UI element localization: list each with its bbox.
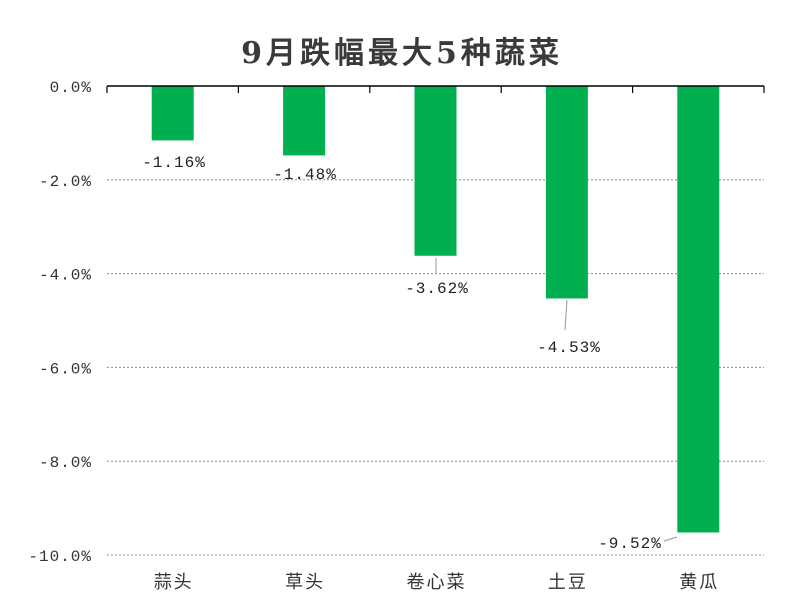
leader-line (663, 536, 678, 542)
bar-2 (283, 86, 326, 156)
category-axis (106, 85, 765, 93)
bar-4 (545, 86, 588, 299)
data-label: -4.53% (537, 339, 601, 357)
data-label: -3.62% (405, 280, 469, 298)
category-label: 卷心菜 (407, 572, 467, 593)
category-label: 蒜头 (154, 572, 194, 593)
data-labels: -1.16% -1.48% -3.62% -4.53% -9.52% (142, 154, 678, 553)
bar-1 (151, 86, 194, 141)
y-tick-label: 0.0% (50, 79, 92, 97)
category-label: 土豆 (548, 572, 588, 593)
category-label: 草头 (285, 572, 325, 593)
y-tick-label: -10.0% (28, 548, 92, 566)
data-label: -9.52% (598, 535, 662, 553)
y-tick-label: -2.0% (39, 173, 92, 191)
bars (151, 86, 720, 533)
y-tick-label: -4.0% (39, 267, 92, 285)
bar-3 (414, 86, 457, 256)
data-label: -1.16% (142, 154, 206, 172)
category-label: 黄瓜 (679, 572, 719, 593)
y-axis-labels: 0.0% -2.0% -4.0% -6.0% -8.0% -10.0% (28, 79, 92, 566)
data-label: -1.48% (273, 166, 337, 184)
chart-title: 9月跌幅最大5种蔬菜 (241, 36, 563, 71)
y-tick-label: -6.0% (39, 360, 92, 378)
bar-5 (677, 86, 720, 533)
y-tick-label: -8.0% (39, 454, 92, 472)
category-labels: 蒜头 草头 卷心菜 土豆 黄瓜 (154, 572, 719, 593)
leader-line (564, 299, 568, 331)
